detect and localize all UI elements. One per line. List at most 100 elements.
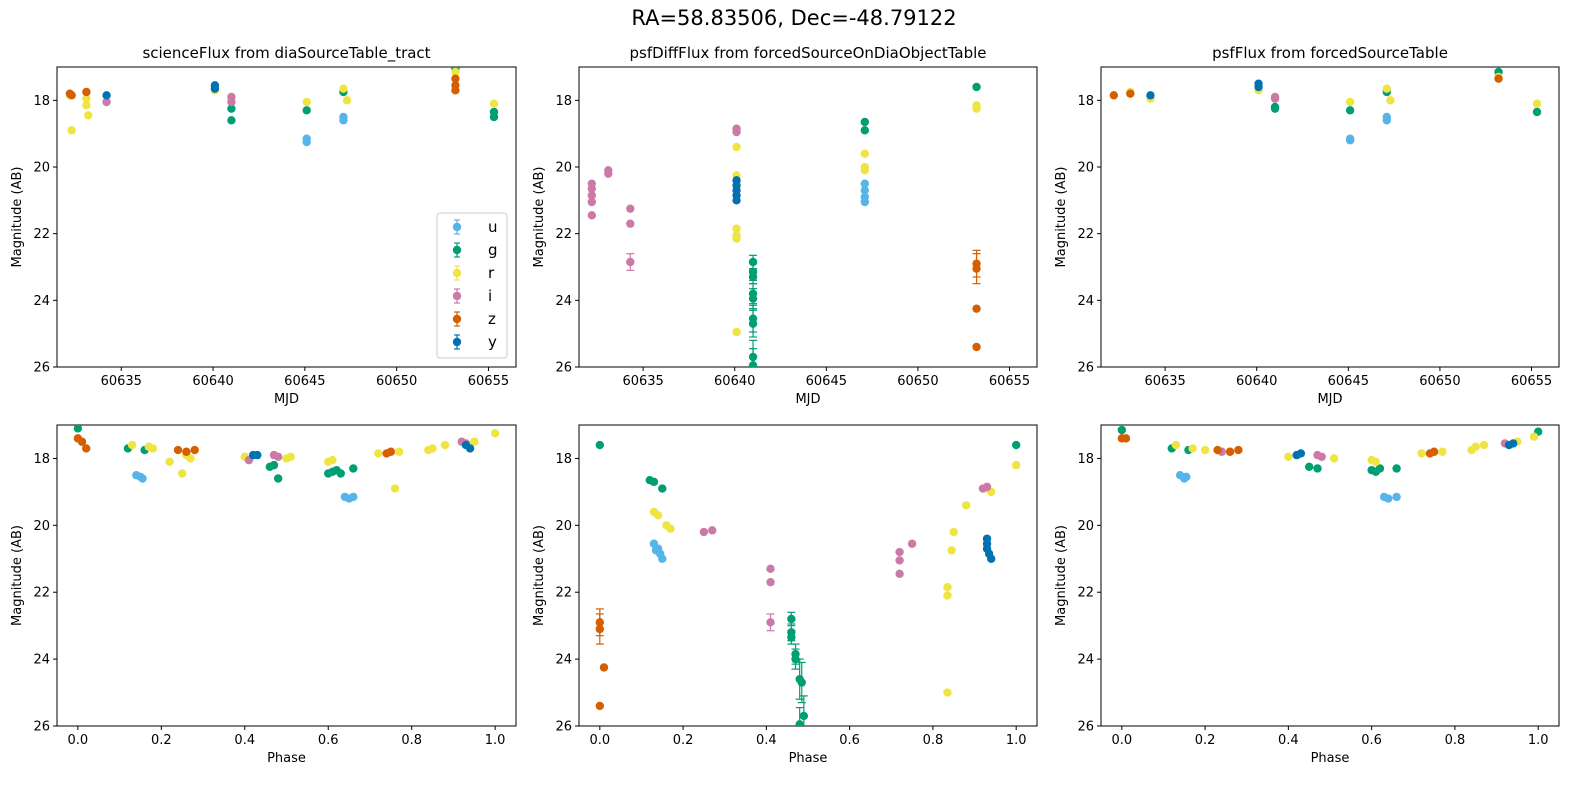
- data-point-g: [649, 477, 659, 487]
- y-tick-label: 18: [1077, 94, 1094, 109]
- series-u: [1175, 470, 1401, 503]
- data-point-r: [286, 452, 295, 461]
- y-tick-label: 26: [33, 720, 50, 735]
- data-point-r: [962, 501, 971, 510]
- data-point-z: [595, 624, 605, 634]
- y-tick-label: 22: [555, 227, 572, 242]
- x-tick-label: 0.2: [673, 733, 694, 748]
- data-point-r: [177, 469, 187, 478]
- y-tick-label: 20: [555, 519, 572, 534]
- y-tick-label: 22: [555, 586, 572, 601]
- legend-item-g: g: [452, 241, 498, 259]
- legend-marker: [452, 337, 462, 347]
- series-u: [860, 179, 869, 207]
- data-point-g: [748, 272, 758, 282]
- data-point-r: [732, 224, 741, 233]
- legend-label: r: [488, 264, 495, 282]
- x-axis-label: Phase: [1311, 751, 1350, 766]
- legend-item-r: r: [452, 264, 495, 282]
- data-point-r: [1471, 442, 1480, 451]
- data-point-r: [148, 444, 158, 453]
- data-point-r: [302, 97, 311, 107]
- series-y: [732, 176, 741, 205]
- data-point-r: [1200, 445, 1210, 455]
- x-axis-label: MJD: [795, 392, 820, 407]
- axes-frame: [56, 66, 517, 368]
- y-tick-label: 26: [1077, 720, 1094, 735]
- data-point-r: [67, 126, 76, 135]
- data-point-y: [102, 91, 111, 100]
- x-tick-label: 0.0: [68, 733, 89, 748]
- data-point-r: [1382, 84, 1391, 93]
- axes-frame: [1100, 66, 1560, 368]
- data-point-z: [972, 342, 981, 352]
- data-point-i: [766, 577, 775, 587]
- data-point-r: [860, 166, 869, 175]
- series-y: [982, 534, 996, 563]
- data-point-i: [626, 219, 635, 228]
- axes-frame: [578, 66, 1038, 368]
- data-point-g: [227, 104, 236, 113]
- data-point-i: [1270, 94, 1280, 103]
- data-point-g: [336, 469, 345, 478]
- series-z: [972, 249, 981, 352]
- data-point-r: [1532, 99, 1542, 108]
- data-point-u: [658, 554, 667, 563]
- y-tick-label: 24: [555, 653, 572, 668]
- data-point-r: [860, 149, 869, 158]
- data-point-r: [943, 583, 952, 592]
- x-tick-label: 60655: [989, 374, 1030, 389]
- data-point-g: [799, 711, 809, 721]
- data-point-g: [1345, 106, 1355, 115]
- series-r: [1171, 432, 1539, 466]
- y-axis-label: Magnitude (AB): [10, 525, 25, 626]
- data-point-r: [440, 440, 450, 450]
- y-tick-label: 26: [1077, 361, 1094, 376]
- data-area: [587, 82, 981, 367]
- series-u: [1345, 112, 1391, 145]
- data-point-r: [1479, 440, 1489, 450]
- series-u: [132, 470, 358, 503]
- data-point-r: [1171, 440, 1181, 450]
- y-tick-label: 24: [555, 294, 572, 309]
- series-r: [65, 67, 499, 135]
- data-point-g: [269, 460, 279, 470]
- x-axis-label: Phase: [789, 751, 828, 766]
- data-point-z: [67, 91, 76, 100]
- panel-5: 0.0 0.2 0.4 0.6 0.8 1.0 18 20 22 24 26 Phase Magnitu…: [532, 424, 1038, 766]
- data-point-z: [1494, 74, 1503, 83]
- data-point-r: [972, 104, 981, 113]
- data-point-g: [1375, 464, 1385, 473]
- data-point-y: [210, 84, 220, 93]
- y-tick-label: 20: [555, 161, 572, 176]
- series-g: [1117, 425, 1543, 477]
- series-z: [65, 74, 460, 100]
- series-r: [649, 460, 1021, 697]
- data-point-i: [766, 564, 775, 574]
- data-area: [1117, 425, 1543, 503]
- data-area: [595, 440, 1021, 726]
- data-point-y: [1254, 82, 1263, 92]
- data-point-r: [732, 234, 741, 243]
- panel-1: 60635 60640 60645 60650 60655 18 20 22 24 26 MJD Ma…: [10, 44, 517, 407]
- data-point-r: [1371, 457, 1381, 466]
- series-i: [244, 437, 471, 465]
- data-point-i: [895, 547, 904, 557]
- axes-frame: [56, 424, 517, 727]
- data-area: [65, 67, 499, 147]
- data-point-g: [1304, 462, 1314, 472]
- data-point-r: [394, 447, 404, 456]
- data-point-g: [860, 117, 869, 127]
- y-tick-label: 18: [555, 452, 572, 467]
- panel-6: 0.0 0.2 0.4 0.6 0.8 1.0 18 20 22 24 26 Phase Magnitu…: [1054, 424, 1560, 766]
- y-tick-label: 22: [33, 227, 50, 242]
- series-i: [587, 124, 741, 271]
- x-axis-label: MJD: [1317, 392, 1342, 407]
- data-point-r: [1011, 460, 1021, 470]
- data-point-i: [587, 197, 597, 207]
- series-i: [699, 482, 992, 632]
- x-tick-label: 0.4: [1278, 733, 1299, 748]
- legend-item-u: u: [452, 218, 498, 236]
- x-tick-label: 0.8: [1445, 733, 1466, 748]
